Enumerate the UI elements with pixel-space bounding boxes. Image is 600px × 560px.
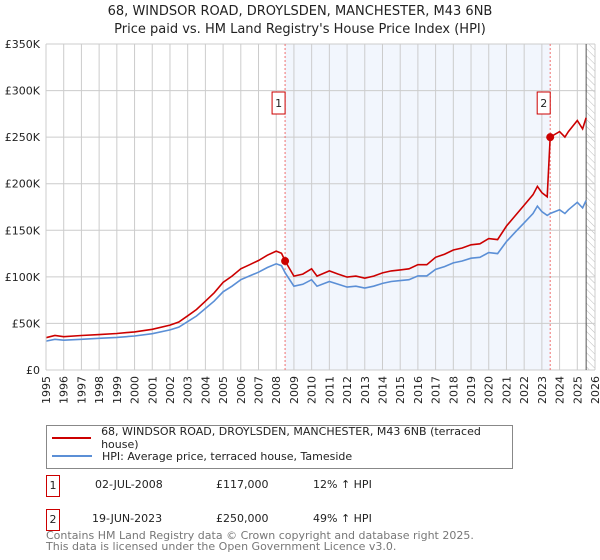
transaction-price: £117,000 [216,478,269,491]
transaction-label: 2 [540,97,547,110]
transaction-marker: 2 [46,509,60,531]
x-tick-label: 1998 [93,376,106,404]
x-tick-label: 1995 [40,376,53,404]
chart-subtitle: Price paid vs. HM Land Registry's House … [114,22,486,37]
y-tick-label: £350K [5,38,41,51]
x-tick-label: 2022 [518,376,531,404]
x-tick-label: 2013 [359,376,372,404]
x-tick-label: 2023 [536,376,549,404]
x-tick-label: 2017 [430,376,443,404]
x-tick-label: 2014 [376,376,389,404]
legend-label: 68, WINDSOR ROAD, DROYLSDEN, MANCHESTER,… [101,425,481,451]
x-tick-label: 2004 [199,376,212,404]
x-tick-label: 2021 [500,376,513,404]
transaction-marker: 1 [46,475,60,497]
legend-swatch-red [52,437,92,439]
legend-item-property: 68, WINDSOR ROAD, DROYLSDEN, MANCHESTER,… [52,425,512,451]
x-tick-label: 2025 [571,376,584,404]
x-tick-label: 2018 [447,376,460,404]
y-tick-label: £100K [5,271,41,284]
transaction-point [281,257,290,266]
y-tick-label: £250K [5,131,41,144]
footer: Contains HM Land Registry data © Crown c… [46,530,474,552]
transaction-point [546,133,555,142]
x-tick-label: 2009 [288,376,301,404]
legend-swatch-blue [52,455,92,457]
transaction-date: 02-JUL-2008 [95,478,163,491]
x-tick-label: 1997 [75,376,88,404]
legend: 68, WINDSOR ROAD, DROYLSDEN, MANCHESTER,… [46,425,513,469]
x-tick-label: 2019 [465,376,478,404]
y-tick-label: £300K [5,85,41,98]
property-price-line [45,117,587,339]
legend-label: HPI: Average price, terraced house, Tame… [102,449,353,463]
x-tick-label: 2006 [235,376,248,404]
transaction-row: 1 02-JUL-2008 £117,000 12% ↑ HPI [46,475,446,497]
y-tick-label: £150K [5,224,41,237]
x-tick-label: 2001 [146,376,159,404]
y-tick-label: £50K [12,317,41,330]
transaction-label-box [271,91,286,115]
x-tick-label: 2016 [412,376,425,404]
x-tick-label: 2008 [270,376,283,404]
y-tick-label: £0 [26,364,40,377]
hatched-future-range [586,44,595,370]
x-tick-label: 1996 [58,376,71,404]
legend-item-hpi: HPI: Average price, terraced house, Tame… [52,448,352,464]
transaction-row: 2 19-JUN-2023 £250,000 49% ↑ HPI [46,509,446,531]
x-tick-label: 2005 [217,376,230,404]
footer-licence: This data is licensed under the Open Gov… [46,540,397,553]
x-tick-label: 2007 [253,376,266,404]
chart-title: 68, WINDSOR ROAD, DROYLSDEN, MANCHESTER,… [107,4,493,19]
transaction-label: 1 [275,97,282,110]
x-tick-label: 2002 [164,376,177,404]
hpi-line [45,200,587,342]
x-tick-label: 2011 [323,376,336,404]
x-tick-label: 2020 [483,376,496,404]
transaction-label-box [536,91,551,115]
x-tick-label: 2026 [589,376,600,404]
y-tick-label: £200K [5,178,41,191]
transaction-hpi: 12% ↑ HPI [313,478,372,491]
x-tick-label: 2010 [306,376,319,404]
x-tick-label: 2003 [182,376,195,404]
transaction-hpi: 49% ↑ HPI [313,512,372,525]
price-chart: 1995 1996 1997 1998 1999 2000 2001 2002 2003 2004… [5,38,600,404]
x-tick-label: 2000 [129,376,142,404]
x-tick-label: 1999 [111,376,124,404]
x-tick-label: 2015 [394,376,407,404]
transaction-price: £250,000 [216,512,269,525]
footer-copyright: Contains HM Land Registry data © Crown c… [46,529,474,542]
transaction-date: 19-JUN-2023 [92,512,163,525]
x-tick-label: 2012 [341,376,354,404]
x-tick-label: 2024 [554,376,567,404]
